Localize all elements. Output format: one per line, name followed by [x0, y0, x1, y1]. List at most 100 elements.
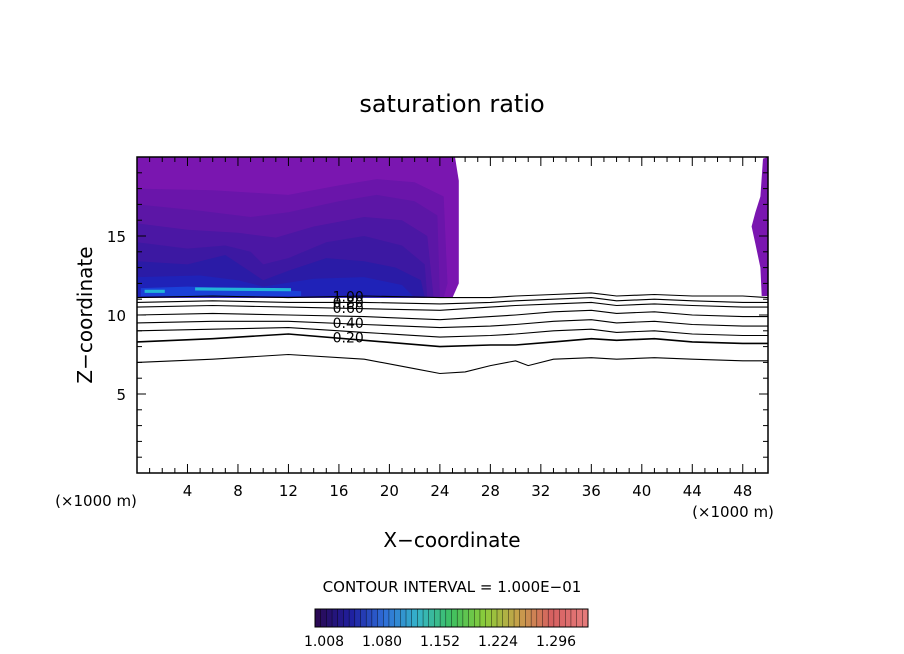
- colorbar-cell: [371, 609, 378, 627]
- x-tick-label: 20: [380, 482, 399, 500]
- contour-lines: [137, 292, 768, 375]
- contour-line-0: [137, 292, 768, 299]
- colorbar-cell: [451, 609, 458, 627]
- contour-line-5: [137, 327, 768, 338]
- colorbar-cell: [497, 609, 503, 627]
- colorbar-cell: [360, 609, 367, 627]
- colorbar-cell: [519, 609, 526, 627]
- colorbar-cell: [428, 609, 435, 627]
- contour-line-4: [137, 319, 768, 329]
- x-unit-left: (×1000 m): [55, 492, 137, 510]
- colorbar-cell: [457, 609, 464, 627]
- colorbar-label: 1.080: [362, 634, 402, 650]
- colorbar-cell: [485, 609, 492, 627]
- colorbar-cell: [377, 609, 384, 627]
- filled-region-9: [195, 287, 291, 292]
- contour-interval-text: CONTOUR INTERVAL = 1.000E−01: [323, 578, 582, 596]
- x-tick-label: 36: [582, 482, 601, 500]
- colorbar-cell: [440, 609, 447, 627]
- contour-label: 0.20: [333, 331, 364, 347]
- colorbar-cell: [445, 609, 452, 627]
- colorbar-cell: [502, 609, 509, 627]
- x-unit-right: (×1000 m): [692, 503, 774, 521]
- x-tick-label: 8: [233, 482, 243, 500]
- colorbar: [314, 608, 589, 628]
- colorbar-cell: [411, 609, 418, 627]
- colorbar-label: 1.296: [536, 634, 576, 650]
- colorbar-cell: [320, 609, 327, 627]
- x-axis-label: X−coordinate: [383, 528, 520, 552]
- x-tick-label: 16: [329, 482, 348, 500]
- colorbar-cell: [326, 609, 333, 627]
- axis-ticks: [137, 157, 768, 473]
- colorbar-cell: [479, 609, 486, 627]
- colorbar-cell: [576, 609, 583, 627]
- colorbar-cell: [570, 609, 577, 627]
- colorbar-cell: [462, 609, 469, 627]
- colorbar-cell: [559, 609, 566, 627]
- colorbar-cell: [582, 609, 589, 627]
- colorbar-cell: [491, 609, 498, 627]
- contour-label: 0.60: [333, 301, 364, 317]
- colorbar-cell: [406, 609, 412, 627]
- colorbar-cell: [514, 609, 521, 627]
- colorbar-cell: [337, 609, 344, 627]
- colorbar-cell: [388, 609, 395, 627]
- x-tick-label: 32: [531, 482, 550, 500]
- colorbar-frame: [314, 608, 589, 628]
- colorbar-cell: [332, 609, 339, 627]
- contour-label: 0.80: [333, 295, 364, 311]
- contour-line-7: [137, 353, 768, 375]
- colorbar-cell: [417, 609, 424, 627]
- colorbar-cell: [508, 609, 515, 627]
- contour-labels: 1.000.800.600.400.20: [333, 290, 364, 347]
- contour-line-2: [137, 301, 768, 311]
- x-tick-label: 4: [183, 482, 193, 500]
- colorbar-cell: [525, 609, 532, 627]
- contour-line-6: [137, 333, 768, 348]
- colorbar-cell: [343, 609, 350, 627]
- colorbar-cell: [423, 609, 430, 627]
- y-axis-label: Z−coordinate: [73, 246, 97, 383]
- contour-line-1: [137, 297, 768, 305]
- contour-label: 0.40: [333, 316, 364, 332]
- x-tick-label: 48: [733, 482, 752, 500]
- x-tick-label: 28: [481, 482, 500, 500]
- colorbar-label: 1.008: [304, 634, 344, 650]
- chart-title: saturation ratio: [359, 90, 544, 118]
- x-tick-label: 44: [683, 482, 702, 500]
- colorbar-cell: [366, 609, 373, 627]
- filled-region-10: [751, 157, 768, 296]
- colorbar-cell: [565, 609, 572, 627]
- colorbar-cell: [394, 609, 401, 627]
- x-tick-label: 12: [279, 482, 298, 500]
- colorbar-cell: [315, 609, 321, 627]
- contour-label: 1.00: [333, 290, 364, 306]
- colorbar-cell: [354, 609, 361, 627]
- x-tick-label: 40: [632, 482, 651, 500]
- colorbar-cell: [474, 609, 481, 627]
- colorbar-cell: [468, 609, 475, 627]
- x-tick-label: 24: [430, 482, 449, 500]
- y-tick-label: 15: [107, 228, 126, 246]
- colorbar-cell: [553, 609, 560, 627]
- x-tick-labels: 4 8 12 16 20 24 28 32 36 40 44 48: [183, 482, 753, 500]
- filled-region-8: [144, 289, 165, 293]
- colorbar-label: 1.224: [478, 634, 518, 650]
- filled-region-7: [140, 286, 302, 296]
- y-tick-label: 5: [116, 386, 126, 404]
- colorbar-cell: [383, 609, 390, 627]
- colorbar-cell: [536, 609, 543, 627]
- colorbar-cell: [548, 609, 555, 627]
- filled-contour-regions: [137, 157, 768, 298]
- colorbar-cell: [434, 609, 441, 627]
- contour-line-3: [137, 309, 768, 321]
- colorbar-cell: [400, 609, 407, 627]
- colorbar-label: 1.152: [420, 634, 460, 650]
- colorbar-cell: [542, 609, 549, 627]
- y-tick-labels: 5 10 15: [107, 228, 126, 404]
- y-tick-label: 10: [107, 307, 126, 325]
- colorbar-labels: 1.008 1.080 1.152 1.224 1.296: [304, 634, 576, 650]
- colorbar-cell: [531, 609, 538, 627]
